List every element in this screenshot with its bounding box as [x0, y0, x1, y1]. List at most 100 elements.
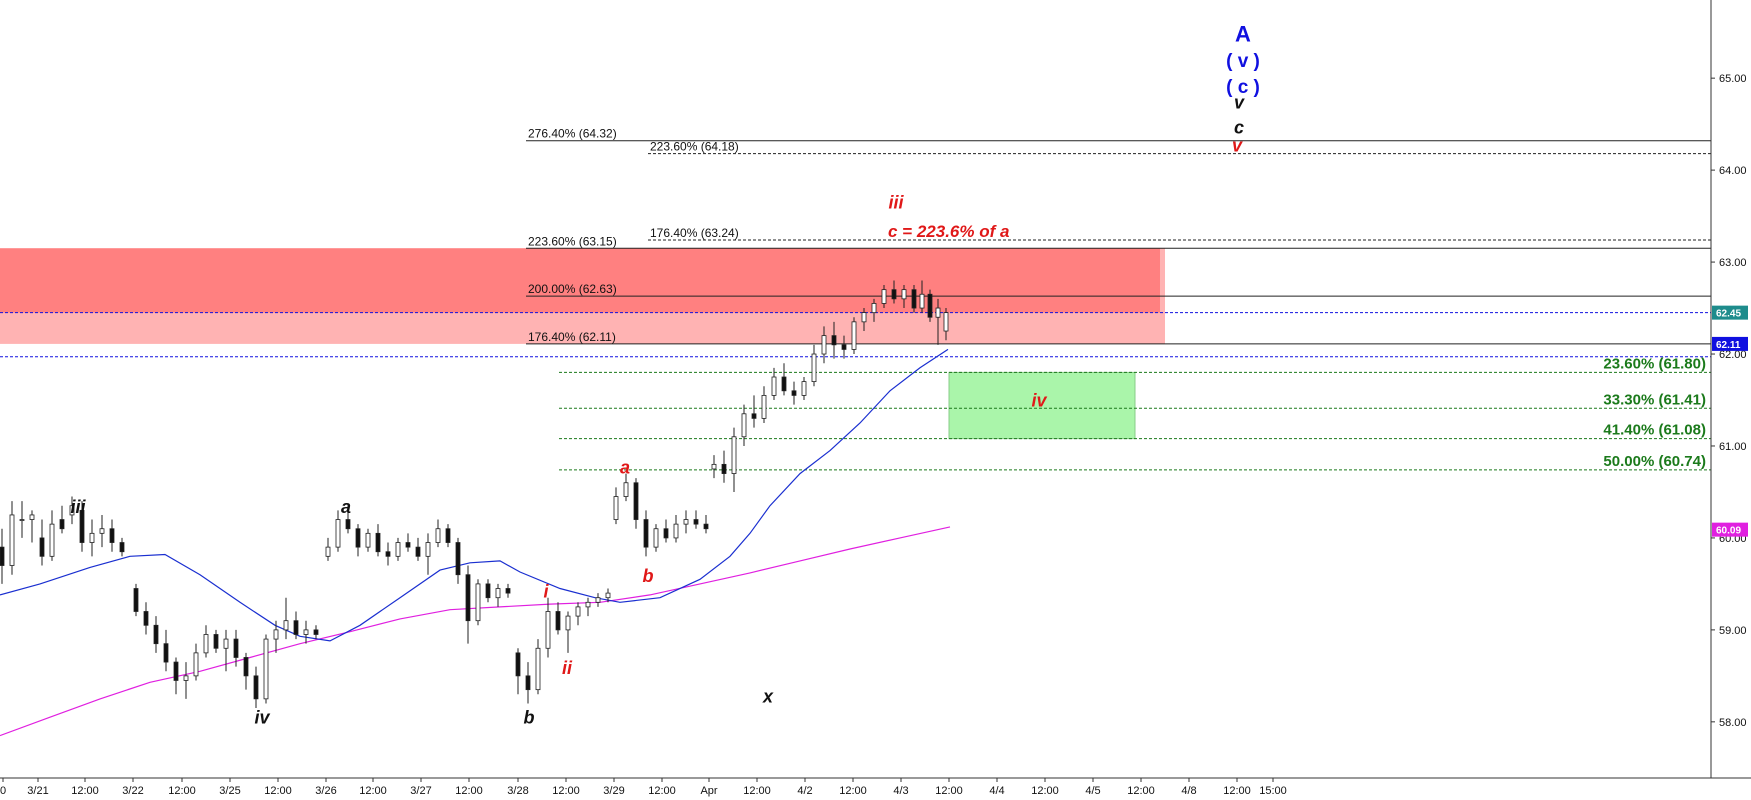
candle-body-0	[0, 546, 5, 566]
wave-label-black-4: x	[762, 687, 774, 707]
candle-body-28	[283, 620, 289, 631]
wave-label-blue-0: A	[1235, 21, 1251, 46]
candle-body-7	[69, 505, 75, 516]
x-tick-label-16: 12:00	[743, 785, 771, 797]
candle-body-32	[325, 546, 331, 557]
candle-body-60	[605, 592, 611, 599]
candle-body-37	[375, 532, 381, 553]
candle-body-62	[623, 482, 629, 497]
price-tag-label-0: 62.45	[1716, 309, 1741, 320]
x-tick-label-19: 4/3	[893, 785, 908, 797]
x-tick-label-0: 0	[0, 785, 6, 797]
x-tick-label-5: 3/25	[219, 785, 240, 797]
candle-body-70	[703, 523, 709, 530]
candle-body-17	[173, 661, 179, 681]
candle-body-43	[435, 528, 441, 543]
candle-body-52	[525, 675, 531, 691]
candle-body-94	[935, 307, 941, 318]
candle-body-6	[59, 519, 65, 530]
candle-body-4	[39, 537, 45, 557]
candle-body-3	[29, 514, 35, 520]
fib-retracement-label-0: 23.60% (61.80)	[1603, 355, 1706, 372]
y-tick-label-5: 63.00	[1719, 257, 1747, 269]
candle-body-56	[565, 615, 571, 631]
candle-body-34	[345, 519, 351, 530]
y-tick-label-3: 61.00	[1719, 441, 1747, 453]
price-tag-0	[1712, 305, 1748, 320]
x-tick-label-20: 12:00	[935, 785, 963, 797]
fib-extension-label-2: 223.60% (63.15)	[528, 234, 617, 248]
candle-body-29	[293, 620, 299, 635]
wave-label-red-2: i	[543, 582, 549, 602]
candle-body-72	[721, 463, 727, 474]
x-tick-label-23: 4/5	[1085, 785, 1100, 797]
moving-average-blue	[0, 348, 949, 642]
wave-label-red-5: iv	[1031, 390, 1047, 410]
wave-label-red-6: c = 223.6% of a	[888, 222, 1009, 241]
price-tag-1	[1712, 336, 1748, 351]
x-tick-label-4: 12:00	[168, 785, 196, 797]
candle-body-79	[791, 390, 797, 396]
x-tick-label-3: 3/22	[122, 785, 143, 797]
candle-body-25	[253, 675, 259, 700]
fib-retracement-label-1: 33.30% (61.41)	[1603, 391, 1706, 408]
y-axis-panel	[1711, 0, 1751, 800]
wave-label-red-3: ii	[562, 658, 573, 678]
fib-retracement-label-3: 50.00% (60.74)	[1603, 453, 1706, 470]
fib-extension-label-1: 223.60% (64.18)	[650, 140, 739, 154]
candle-body-69	[693, 519, 699, 525]
candle-body-8	[79, 509, 85, 543]
candle-body-78	[781, 376, 787, 392]
candle-body-47	[475, 583, 481, 622]
candle-body-76	[761, 395, 767, 419]
candle-body-83	[831, 335, 837, 346]
candle-body-66	[663, 528, 669, 539]
candle-body-77	[771, 376, 777, 396]
candle-body-57	[575, 606, 581, 617]
candle-body-35	[355, 528, 361, 548]
candle-body-54	[545, 611, 551, 649]
price-tag-label-1: 62.11	[1716, 340, 1741, 351]
x-tick-label-13: 3/29	[603, 785, 624, 797]
candle-body-12	[119, 542, 125, 553]
candle-body-9	[89, 532, 95, 543]
candle-body-93	[927, 293, 933, 318]
price-tag-label-2: 60.09	[1716, 526, 1741, 537]
y-tick-label-0: 58.00	[1719, 717, 1747, 729]
x-tick-label-15: Apr	[700, 785, 717, 797]
wave-label-black-3: b	[524, 708, 535, 728]
x-tick-label-9: 3/27	[410, 785, 431, 797]
fib-retracement-label-2: 41.40% (61.08)	[1603, 422, 1706, 439]
candle-body-44	[445, 528, 451, 543]
wave-label-red-4: iii	[888, 193, 904, 213]
candle-body-82	[821, 335, 827, 355]
candle-body-42	[425, 542, 431, 557]
candle-body-14	[143, 611, 149, 626]
candle-body-48	[485, 583, 491, 599]
candle-body-50	[505, 588, 511, 594]
candle-body-19	[193, 652, 199, 677]
x-tick-label-18: 12:00	[839, 785, 867, 797]
candle-body-38	[385, 551, 391, 557]
x-tick-label-14: 12:00	[648, 785, 676, 797]
x-tick-label-7: 3/26	[315, 785, 336, 797]
y-tick-label-7: 65.00	[1719, 73, 1747, 85]
fib-extension-label-5: 176.40% (62.11)	[528, 330, 616, 344]
candle-body-85	[851, 321, 857, 350]
candle-body-26	[263, 638, 269, 700]
candle-body-87	[871, 303, 877, 314]
candle-body-74	[741, 413, 747, 438]
wave-label-red-7: v	[1232, 136, 1243, 156]
candle-body-41	[415, 546, 421, 557]
candle-body-46	[465, 574, 471, 622]
wave-label-blue-1: ( v )	[1226, 51, 1260, 72]
x-tick-label-1: 3/21	[27, 785, 48, 797]
candle-body-36	[365, 532, 371, 548]
candle-body-11	[109, 528, 115, 543]
x-tick-label-21: 4/4	[989, 785, 1004, 797]
candle-body-16	[163, 643, 169, 663]
candle-body-31	[313, 629, 319, 635]
x-tick-label-26: 12:00	[1223, 785, 1251, 797]
